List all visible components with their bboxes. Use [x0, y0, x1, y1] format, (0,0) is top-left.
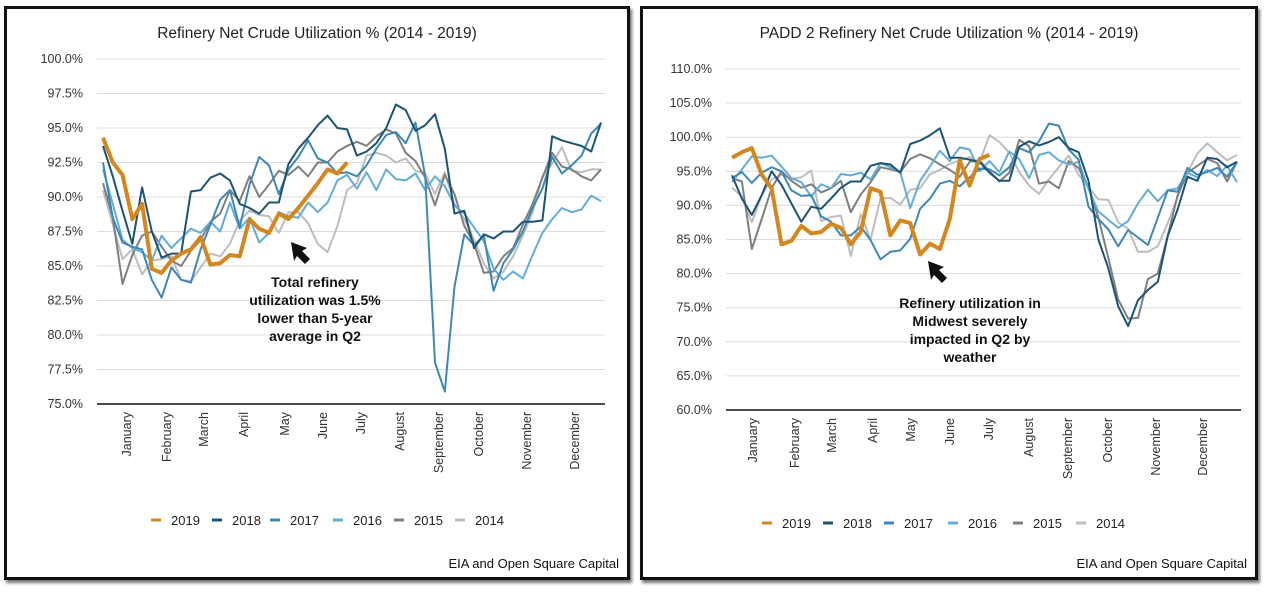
y-tick-label: 75.0%	[48, 397, 83, 411]
x-tick-label: November	[1149, 418, 1163, 476]
legend-label-2017: 2017	[904, 516, 933, 531]
annotation-text: impacted in Q2 by	[910, 331, 1031, 347]
y-tick-label: 80.0%	[677, 267, 712, 281]
x-tick-label: September	[432, 412, 446, 473]
legend-label-2015: 2015	[1033, 516, 1062, 531]
x-tick-label: March	[197, 412, 211, 447]
series-line-2016	[731, 146, 1238, 229]
x-tick-label: December	[1196, 418, 1210, 476]
x-tick-label: July	[982, 417, 996, 440]
legend-label-2014: 2014	[1096, 516, 1125, 531]
chart-panel-padd2: PADD 2 Refinery Net Crude Utilization % …	[640, 6, 1258, 580]
annotation-arrow-icon	[291, 242, 310, 264]
x-tick-label: January	[746, 417, 760, 462]
y-tick-label: 97.5%	[48, 87, 83, 101]
annotation-text: average in Q2	[269, 328, 361, 344]
series-line-2014	[731, 134, 1238, 257]
x-tick-label: February	[160, 411, 174, 462]
x-tick-label: January	[120, 411, 134, 456]
y-tick-label: 105.0%	[670, 96, 712, 110]
series-line-2018	[731, 127, 1238, 328]
x-tick-label: May	[278, 411, 292, 435]
legend-label-2016: 2016	[968, 516, 997, 531]
x-tick-label: November	[520, 412, 534, 470]
annotation-arrow-icon	[928, 261, 947, 283]
y-tick-label: 90.0%	[48, 190, 83, 204]
chart-panel-us-total: Refinery Net Crude Utilization % (2014 -…	[4, 6, 630, 580]
series-line-2019	[731, 146, 991, 257]
x-tick-label: February	[788, 417, 802, 468]
y-tick-label: 95.0%	[48, 121, 83, 135]
y-tick-label: 110.0%	[671, 62, 712, 76]
y-tick-label: 100.0%	[41, 52, 83, 66]
source-credit: EIA and Open Square Capital	[1076, 556, 1247, 571]
series-line-2014	[102, 146, 601, 283]
y-tick-label: 85.0%	[677, 233, 712, 247]
y-tick-label: 60.0%	[677, 403, 712, 417]
legend-label-2018: 2018	[232, 513, 261, 528]
x-tick-label: April	[866, 418, 880, 443]
series-line-2019	[101, 136, 349, 275]
x-tick-label: July	[354, 411, 368, 434]
y-tick-label: 92.5%	[48, 156, 83, 170]
y-tick-label: 90.0%	[677, 198, 712, 212]
annotation-text: weather	[943, 349, 997, 365]
y-tick-label: 70.0%	[677, 335, 712, 349]
x-tick-label: April	[237, 412, 251, 437]
y-tick-label: 77.5%	[48, 363, 83, 377]
y-tick-label: 85.0%	[48, 259, 83, 273]
legend-label-2017: 2017	[290, 513, 319, 528]
y-tick-label: 87.5%	[48, 225, 83, 239]
annotation-text: Total refinery	[271, 274, 359, 290]
y-tick-label: 80.0%	[48, 328, 83, 342]
legend-label-2014: 2014	[475, 513, 504, 528]
series-line-2017	[731, 122, 1238, 261]
x-tick-label: September	[1061, 418, 1075, 479]
x-tick-label: October	[1101, 418, 1115, 462]
source-credit: EIA and Open Square Capital	[448, 556, 619, 571]
annotation-text: Refinery utilization in	[899, 295, 1041, 311]
legend-label-2019: 2019	[782, 516, 811, 531]
annotation-text: utilization was 1.5%	[249, 292, 381, 308]
annotation-text: Midwest severely	[912, 313, 1027, 329]
chart-title: PADD 2 Refinery Net Crude Utilization % …	[759, 25, 1139, 42]
y-tick-label: 65.0%	[677, 369, 712, 383]
legend-label-2015: 2015	[414, 513, 443, 528]
y-tick-label: 82.5%	[48, 294, 83, 308]
series-line-2017	[102, 121, 602, 393]
series-line-2016	[102, 168, 602, 281]
legend-label-2019: 2019	[171, 513, 200, 528]
chart-svg: 75.0% 77.5% 80.0% 82.5% 85.0% 87.5% 90.0% 92.5%…	[41, 52, 605, 528]
x-tick-label: December	[568, 412, 582, 470]
series-line-2018	[102, 103, 602, 259]
y-tick-label: 75.0%	[677, 301, 712, 315]
x-tick-label: June	[316, 412, 330, 439]
y-tick-label: 100.0%	[670, 130, 712, 144]
legend-label-2018: 2018	[843, 516, 872, 531]
y-tick-label: 95.0%	[677, 164, 712, 178]
x-tick-label: October	[472, 412, 486, 456]
x-tick-label: August	[393, 411, 407, 450]
chart-svg: 60.0% 65.0% 70.0% 75.0% 80.0% 85.0% 90.0% 95.0%…	[670, 62, 1241, 531]
x-tick-label: March	[825, 418, 839, 453]
x-tick-label: June	[943, 418, 957, 445]
x-tick-label: May	[904, 417, 918, 441]
x-tick-label: August	[1022, 417, 1036, 456]
series-line-2015	[102, 128, 602, 285]
chart-title: Refinery Net Crude Utilization % (2014 -…	[157, 25, 477, 42]
legend-label-2016: 2016	[353, 513, 382, 528]
annotation-text: lower than 5-year	[257, 310, 373, 326]
